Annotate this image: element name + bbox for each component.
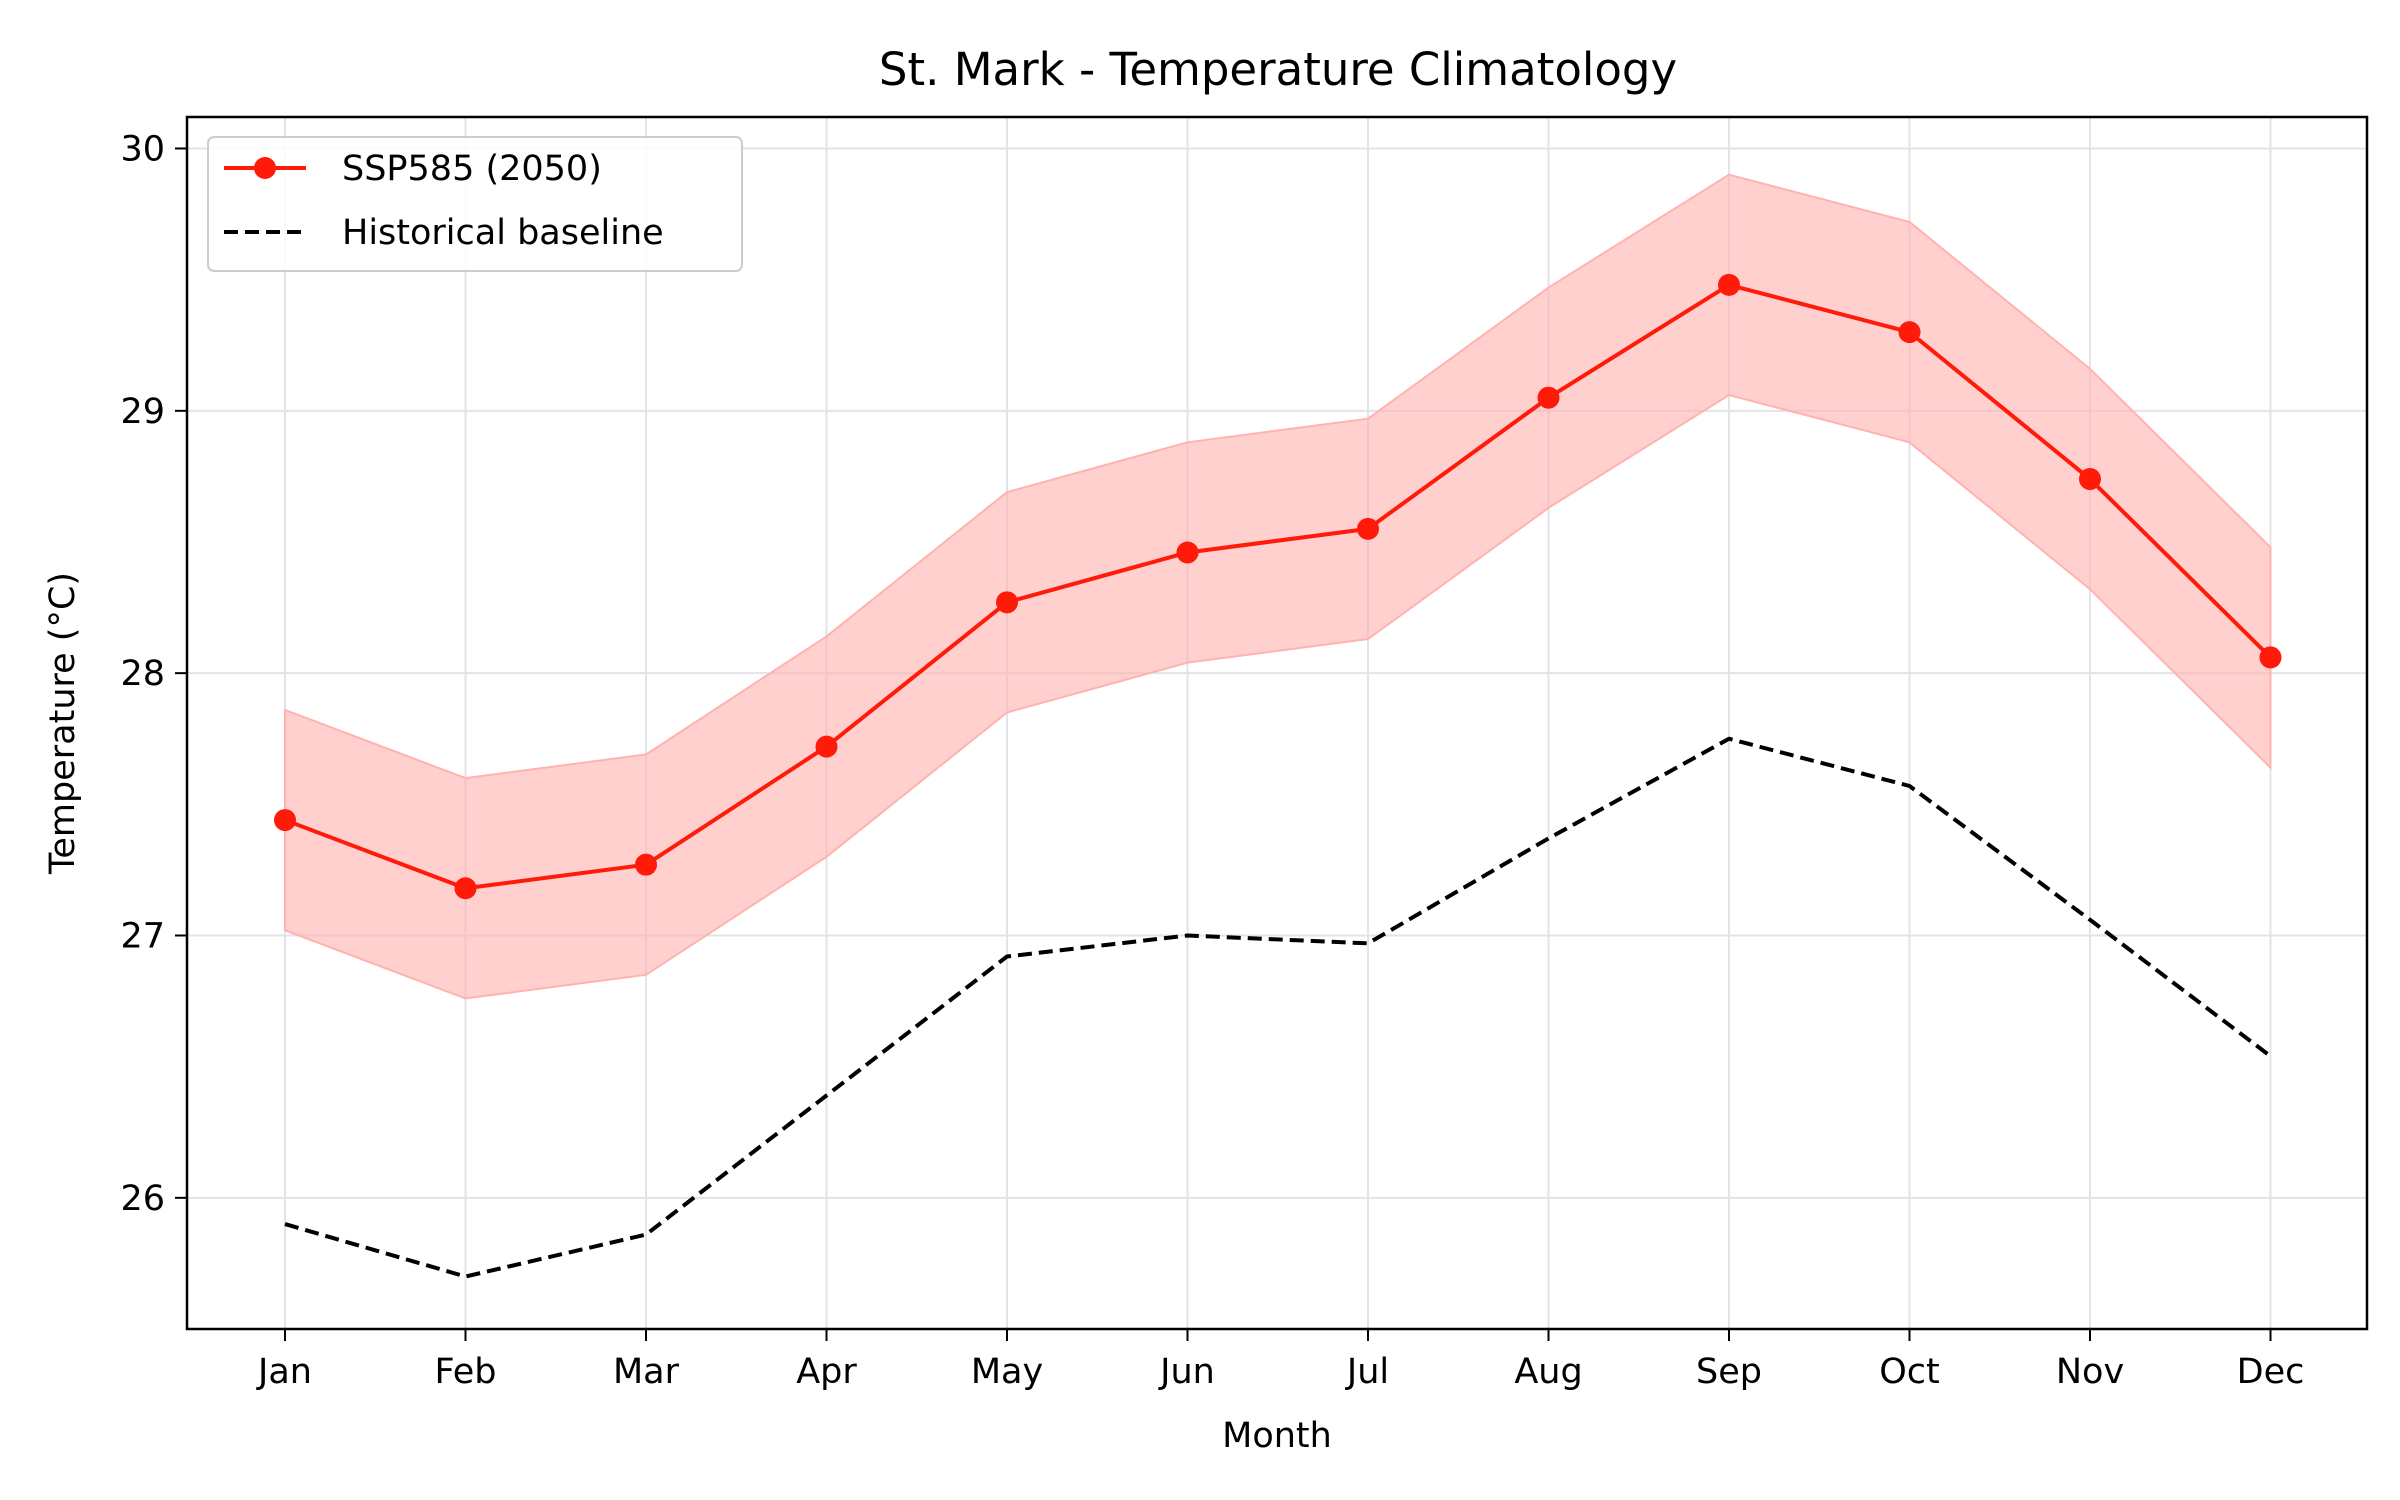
x-tick-label-oct: Oct <box>1879 1352 1940 1392</box>
plot-frame <box>185 115 2369 1331</box>
legend-label-ssp585: SSP585 (2050) <box>342 149 602 189</box>
x-tick-label-mar: Mar <box>613 1352 680 1392</box>
series-lines <box>284 282 2272 1279</box>
uncertainty-band <box>284 173 2272 1000</box>
legend-label-historical: Historical baseline <box>342 213 664 253</box>
y-tick-label-28: 28 <box>120 654 165 694</box>
ssp585-point-nov <box>2079 468 2101 491</box>
ssp585-point-apr <box>815 735 838 758</box>
ssp585-point-sep <box>1718 273 1740 296</box>
x-tick-label-jun: Jun <box>1158 1352 1215 1392</box>
x-tick-label-nov: Nov <box>2056 1352 2124 1392</box>
y-tick-label-27: 27 <box>120 916 165 956</box>
x-axis-ticks: Jan Feb Mar Apr May Jun Jul Aug Sep Oct Nov Dec <box>256 1329 2304 1392</box>
ssp585-point-aug <box>1537 386 1560 409</box>
ssp585-point-oct <box>1898 321 1921 344</box>
x-axis-label: Month <box>1222 1416 1332 1456</box>
legend-box <box>207 136 743 272</box>
y-axis-label: Temperature (°C) <box>43 572 83 875</box>
ssp585-line <box>284 282 2272 891</box>
ssp585-band <box>284 173 2272 1000</box>
y-axis-ticks: 26 27 28 29 30 <box>120 129 187 1219</box>
y-tick-label-30: 30 <box>120 129 165 169</box>
y-tick-label-29: 29 <box>120 392 165 432</box>
x-tick-label-may: May <box>971 1352 1043 1392</box>
ssp585-point-dec <box>2259 646 2282 669</box>
x-tick-label-jan: Jan <box>256 1352 312 1392</box>
legend: SSP585 (2050) Historical baseline <box>207 136 743 272</box>
legend-marker-ssp585 <box>254 157 276 179</box>
ssp585-point-jul <box>1357 517 1379 540</box>
ssp585-point-jan <box>274 809 296 832</box>
ssp585-point-feb <box>454 877 477 900</box>
series-markers <box>274 273 2282 900</box>
historical-line <box>284 736 2272 1279</box>
ssp585-point-may <box>996 591 1018 614</box>
x-tick-label-jul: Jul <box>1345 1352 1389 1392</box>
y-tick-label-26: 26 <box>120 1179 165 1219</box>
ssp585-point-mar <box>635 853 657 876</box>
grid <box>187 117 2367 1329</box>
chart-title: St. Mark - Temperature Climatology <box>879 43 1677 96</box>
x-tick-label-apr: Apr <box>796 1352 857 1392</box>
x-tick-label-feb: Feb <box>435 1352 497 1392</box>
x-tick-label-aug: Aug <box>1514 1352 1582 1392</box>
x-tick-label-sep: Sep <box>1696 1352 1762 1392</box>
ssp585-point-jun <box>1176 541 1199 564</box>
x-tick-label-dec: Dec <box>2237 1352 2305 1392</box>
